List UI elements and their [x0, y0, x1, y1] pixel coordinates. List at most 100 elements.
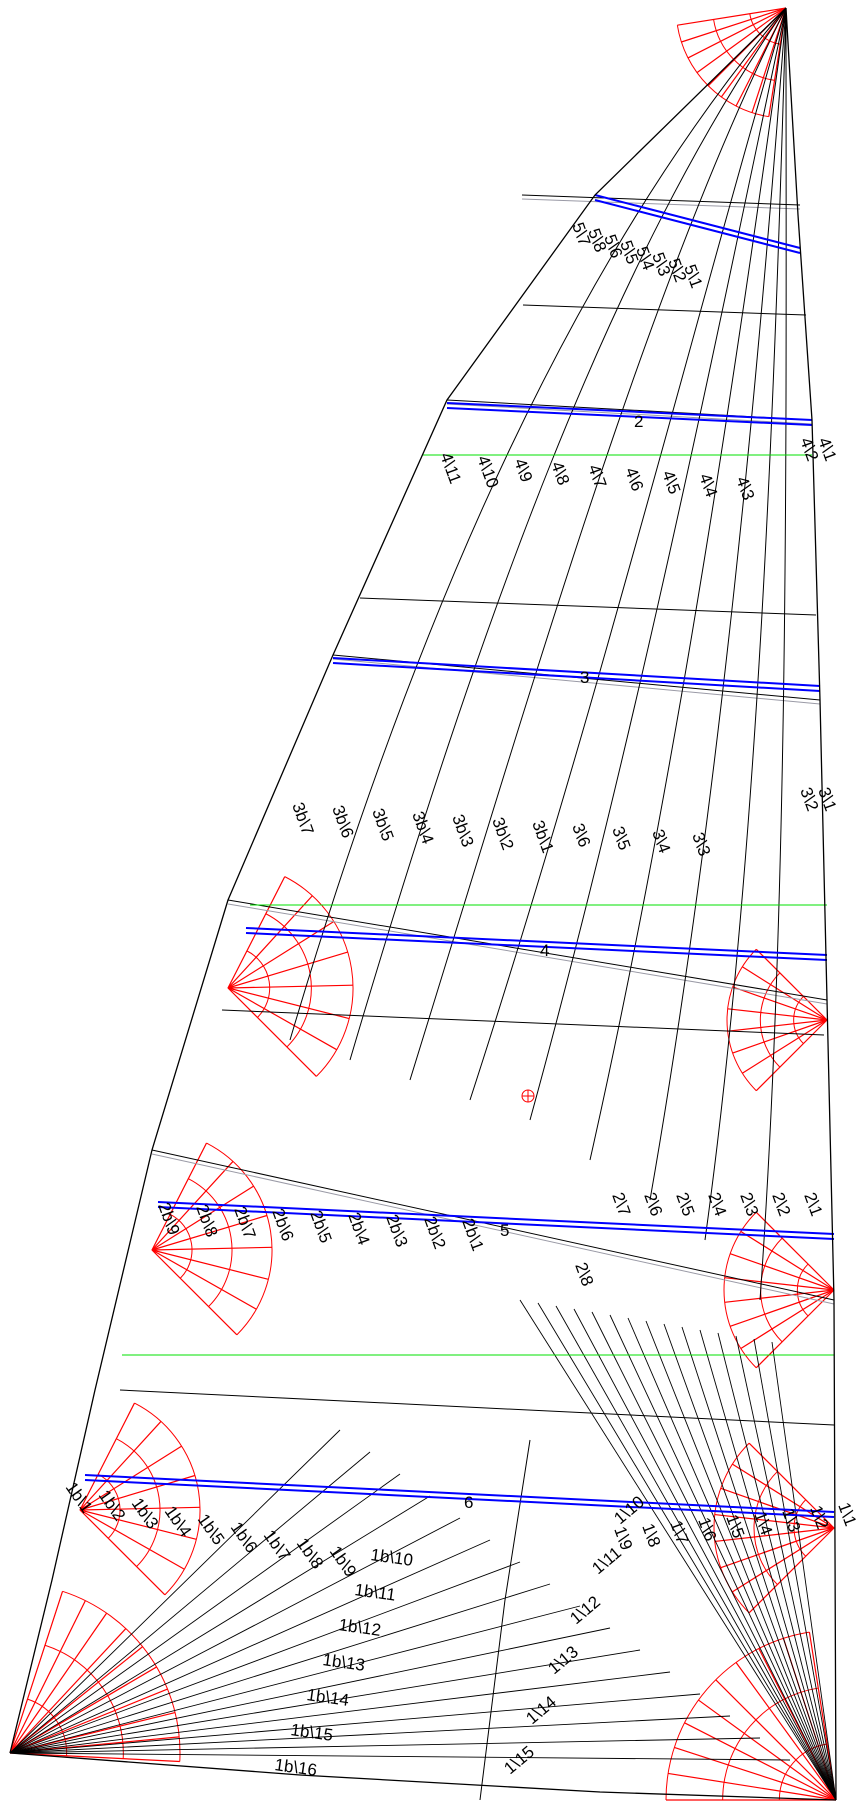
clew-radial-line	[753, 1338, 837, 1801]
clew-radial-line	[645, 1320, 837, 1801]
panel-label: 1b\3	[128, 1494, 163, 1532]
panel-label: 1b\1	[62, 1478, 97, 1516]
reinforcement-radial	[227, 951, 348, 989]
panel-seam	[359, 597, 817, 616]
panel-line	[409, 7, 787, 1081]
batten-pocket	[332, 662, 821, 692]
panel-line	[469, 7, 787, 1101]
reinforcement-radial	[9, 1612, 108, 1754]
panel-label: 3b\6	[328, 803, 357, 841]
panel-label: 2b\9	[154, 1200, 183, 1238]
panel-label: 1b\9	[326, 1542, 361, 1580]
reinforcement-arc	[284, 876, 354, 1077]
panel-seam	[521, 194, 801, 206]
panel-seam-shadow	[227, 903, 828, 1005]
reinforcement-radial	[755, 1019, 828, 1092]
panel-label: 2\1	[800, 1190, 826, 1219]
panel-label: 1\6	[694, 1515, 720, 1544]
panel-label: 3\4	[648, 827, 674, 856]
panel-label: 1b\6	[227, 1518, 262, 1556]
panel-label: 4\7	[584, 462, 610, 491]
panel-label: 4\1	[814, 435, 840, 464]
panel-line	[704, 7, 787, 1241]
panel-label: 4\9	[510, 456, 536, 485]
panel-label: 2\8	[571, 1260, 597, 1289]
foot-edge	[9, 1752, 837, 1801]
reinforcement-arc	[793, 996, 804, 1044]
panel-label: 3b\7	[288, 800, 317, 838]
reinforcement-arc	[188, 1178, 233, 1307]
reinforcement-arc	[116, 1438, 161, 1567]
panel-line	[529, 7, 787, 1121]
reinforcement-radial	[732, 1019, 828, 1054]
batten-pocket	[245, 927, 828, 956]
panel-line	[289, 7, 787, 1041]
reinforcement-arc	[206, 1142, 273, 1336]
reinforcement-radial	[151, 1249, 269, 1280]
reinforcement-radial	[735, 1662, 837, 1801]
panel-label: 1\10	[610, 1492, 648, 1528]
reinforcement-radial	[727, 1008, 828, 1021]
reinforcement-arc	[44, 1644, 124, 1759]
clew-radial-line	[699, 1329, 837, 1801]
panel-label: 1b\15	[289, 1720, 334, 1745]
reinforcement-radial	[748, 1442, 835, 1529]
reinforcement-radial	[808, 1631, 837, 1801]
reinforcement-radial	[727, 1019, 828, 1032]
panel-label: 1\8	[638, 1521, 664, 1550]
reinforcement-radial	[151, 1214, 268, 1251]
reinforcement-radial	[751, 7, 787, 113]
batten-number: 3	[580, 668, 589, 687]
panel-label: 3\5	[608, 824, 634, 853]
panel-seam	[522, 304, 807, 316]
reinforcement-arc	[62, 1590, 181, 1762]
batten-number: 6	[464, 1493, 473, 1512]
panel-label: 1\14	[522, 1692, 560, 1728]
reinforcement-radial	[732, 986, 828, 1021]
reinforcement-arc	[265, 913, 312, 1048]
reinforcement-arc	[759, 972, 781, 1068]
panel-label: 2\6	[640, 1190, 666, 1219]
reinforcement-radial	[151, 1161, 234, 1251]
reinforcement-arc	[97, 1473, 121, 1539]
panel-line	[589, 7, 787, 1161]
panel-label: 1\13	[544, 1642, 582, 1678]
panel-label: 4\10	[473, 453, 502, 491]
panel-label: 3b\3	[448, 812, 477, 850]
reinforcement-radial	[79, 1509, 197, 1540]
reinforcement-arc	[726, 948, 757, 1092]
batten-number: 4	[540, 941, 549, 960]
reinforcement-radial	[715, 1679, 837, 1801]
tack-radial-line	[9, 1715, 731, 1754]
panel-label: 3b\1	[528, 818, 557, 856]
batten-number: 2	[634, 412, 643, 431]
tack-radial-line	[9, 1649, 641, 1754]
batten-pocket	[84, 1474, 835, 1513]
reinforcement-radial	[227, 876, 286, 989]
reinforcement-radial	[729, 1253, 835, 1291]
clew-radial-line	[573, 1308, 837, 1801]
reinforcement-radial	[227, 987, 338, 1051]
tack-radial-line	[9, 1429, 341, 1754]
reinforcement-radial	[79, 1509, 185, 1570]
tack-radial-line	[9, 1737, 761, 1754]
sail-outline	[9, 7, 837, 1801]
reinforcement-radial	[740, 1230, 835, 1291]
reinforcement-arc	[676, 25, 769, 118]
reinforcement-radial	[9, 1628, 127, 1754]
batten-pocket	[157, 1201, 835, 1235]
tack-radial-line	[9, 1517, 461, 1754]
reinforcement-radial	[740, 1289, 835, 1350]
reinforcement-radial	[227, 987, 350, 1020]
panel-seam-shadow	[151, 1153, 835, 1305]
clew-radial-line	[681, 1326, 837, 1801]
panel-label: 5\1	[680, 262, 706, 291]
clew-radial-line	[591, 1311, 837, 1801]
tack-radial-line	[9, 1473, 401, 1754]
batten-pocket	[332, 657, 821, 687]
reinforcement-radial	[227, 895, 313, 989]
panel-seam	[119, 1389, 835, 1426]
tack-radial-line	[9, 1539, 491, 1754]
panel-label: 4\5	[658, 468, 684, 497]
panel-label: 3\1	[814, 785, 840, 814]
